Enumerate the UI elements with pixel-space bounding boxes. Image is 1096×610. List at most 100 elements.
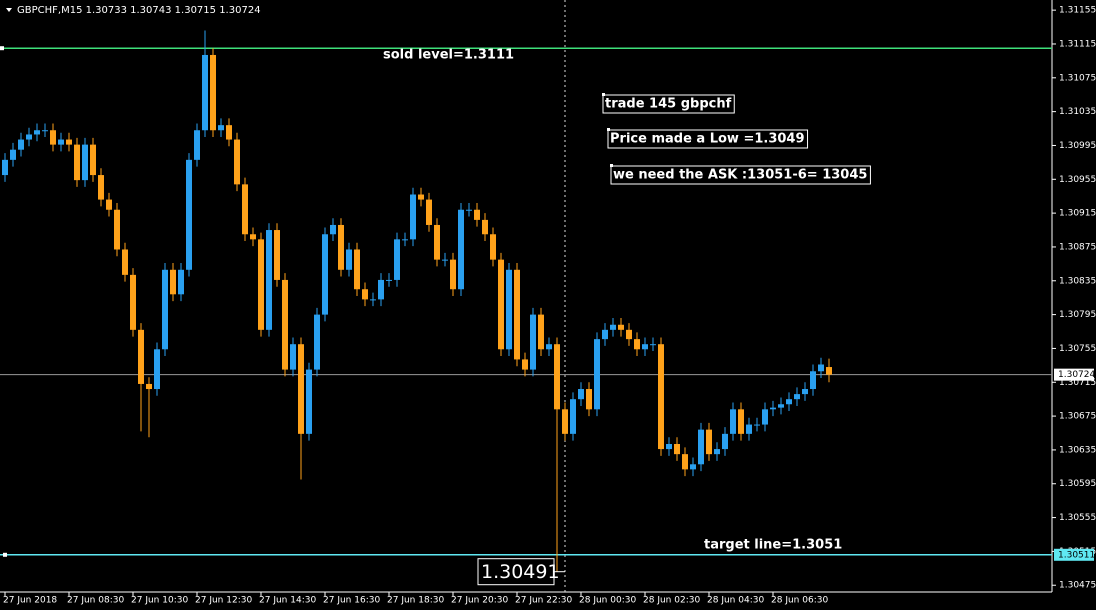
y-tick-label: 1.31035 <box>1059 107 1096 117</box>
y-tick-label: 1.30875 <box>1059 242 1096 252</box>
y-tick-label: 1.30635 <box>1059 445 1096 455</box>
candle-body <box>202 54 208 131</box>
candle-body <box>282 279 288 370</box>
candle-body <box>362 289 368 300</box>
candle-body <box>226 125 232 140</box>
annotation-anchor <box>607 128 610 131</box>
candle-body <box>666 444 672 450</box>
x-tick-label: 28 Jun 02:30 <box>643 596 700 606</box>
candle-body <box>2 159 8 176</box>
candle-body <box>626 329 632 340</box>
candle-body <box>162 269 168 350</box>
candle-body <box>98 175 104 200</box>
candle-body <box>434 224 440 260</box>
candle-body <box>194 130 200 160</box>
candle-body <box>762 409 768 425</box>
candle-body <box>634 339 640 350</box>
level-label: sold level=1.3111 <box>383 48 514 63</box>
candle-body <box>706 429 712 455</box>
y-tick-label: 1.30795 <box>1059 310 1096 320</box>
level-anchor <box>0 46 4 51</box>
x-tick-label: 27 Jun 22:30 <box>515 596 572 606</box>
y-tick-label: 1.31115 <box>1059 39 1096 49</box>
candle-body <box>338 224 344 270</box>
candle-body <box>90 144 96 176</box>
candle-body <box>546 344 552 350</box>
candle-body <box>114 209 120 250</box>
candle-body <box>402 239 408 241</box>
annotation-box <box>602 94 735 114</box>
candle-body <box>490 234 496 260</box>
candle-body <box>50 130 56 145</box>
candle-body <box>818 364 824 372</box>
candle-body <box>602 329 608 340</box>
annotation-box <box>607 129 809 149</box>
candle-body <box>802 389 808 395</box>
candle-body <box>10 149 16 160</box>
candle-body <box>170 269 176 295</box>
candle-body <box>794 394 800 400</box>
candle-body <box>770 407 776 410</box>
candle-body <box>354 249 360 290</box>
candle-body <box>290 344 296 370</box>
candle-body <box>306 369 312 434</box>
annotation-box <box>610 165 871 185</box>
candle-body <box>274 230 280 280</box>
candle-body <box>778 404 784 408</box>
price-box <box>1054 368 1094 381</box>
candle-body <box>242 184 248 235</box>
candle-body <box>618 324 624 330</box>
y-tick-label: 1.30715 <box>1059 378 1096 388</box>
candle-body <box>298 344 304 434</box>
candle-body <box>42 130 48 132</box>
candle-body <box>322 234 328 315</box>
candle-body <box>722 433 728 450</box>
crosshair-box <box>477 558 555 586</box>
candle-body <box>498 259 504 350</box>
candle-body <box>146 383 152 390</box>
y-tick-label: 1.30915 <box>1059 209 1096 219</box>
annotation-anchor <box>610 164 613 167</box>
candle-body <box>458 209 464 290</box>
candle-body <box>570 399 576 434</box>
x-tick-label: 28 Jun 06:30 <box>771 596 828 606</box>
candle-body <box>186 159 192 270</box>
candle-body <box>26 134 32 140</box>
candle-body <box>210 54 216 131</box>
candle-body <box>394 239 400 280</box>
candle-body <box>554 344 560 410</box>
candle-body <box>682 454 688 470</box>
y-tick-label: 1.30995 <box>1059 141 1096 151</box>
y-tick-label: 1.30475 <box>1059 581 1096 591</box>
x-tick-label: 27 Jun 14:30 <box>259 596 316 606</box>
menu-arrow <box>6 8 12 12</box>
candle-body <box>714 449 720 455</box>
candle-body <box>730 409 736 434</box>
candle-body <box>610 324 616 330</box>
x-tick-label: 27 Jun 20:30 <box>451 596 508 606</box>
chart-title: GBPCHF,M15 1.30733 1.30743 1.30715 1.307… <box>17 5 261 16</box>
x-tick-label: 27 Jun 2018 <box>3 596 57 606</box>
candle-body <box>138 329 144 384</box>
annotation-anchor <box>602 93 605 96</box>
candle-body <box>330 224 336 235</box>
candle-body <box>482 219 488 235</box>
candle-body <box>58 139 64 145</box>
candle-body <box>122 249 128 275</box>
candle-body <box>18 139 24 150</box>
candle-body <box>522 359 528 370</box>
annotation: we need the ASK :13051-6= 13045 <box>613 168 867 183</box>
candle-body <box>514 269 520 360</box>
y-tick-label: 1.31155 <box>1059 6 1096 16</box>
candle-body <box>746 424 752 434</box>
candle-body <box>386 279 392 281</box>
candle-body <box>82 144 88 181</box>
candle-body <box>538 314 544 350</box>
x-tick-label: 27 Jun 10:30 <box>131 596 188 606</box>
candle-body <box>738 409 744 434</box>
candle-body <box>106 199 112 210</box>
candle-body <box>674 444 680 455</box>
price-box <box>1054 548 1094 561</box>
annotation: trade 145 gbpchf <box>605 97 732 112</box>
